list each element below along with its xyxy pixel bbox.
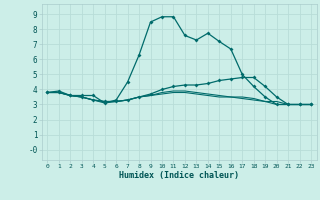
X-axis label: Humidex (Indice chaleur): Humidex (Indice chaleur) [119, 171, 239, 180]
